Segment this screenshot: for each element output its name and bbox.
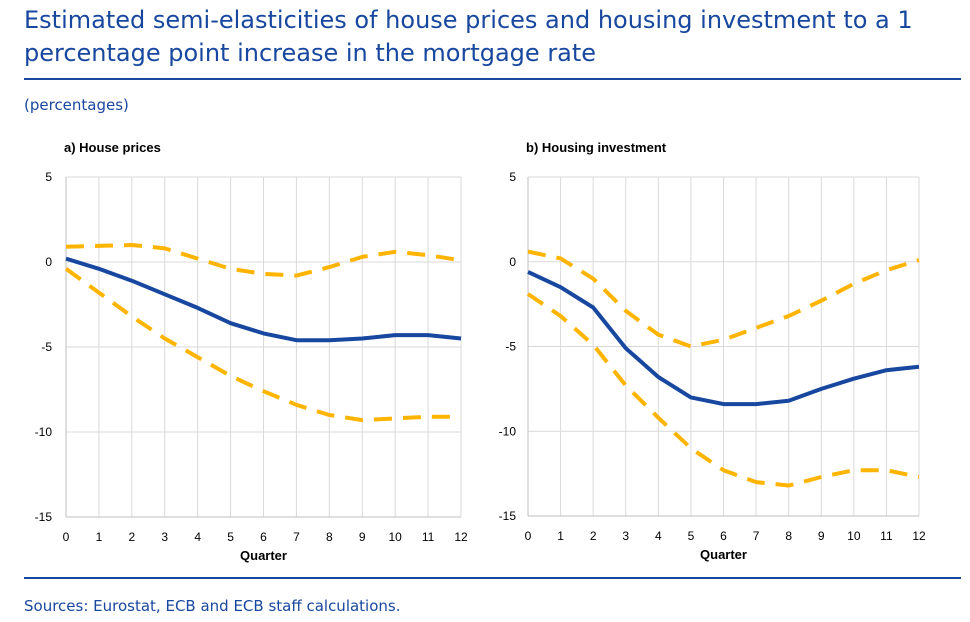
sources-note: Sources: Eurostat, ECB and ECB staff cal… bbox=[24, 597, 401, 615]
x-tick-label: 3 bbox=[622, 529, 629, 543]
top-divider bbox=[24, 78, 961, 80]
y-tick-label: -10 bbox=[35, 425, 53, 439]
chart-title: Estimated semi-elasticities of house pri… bbox=[24, 6, 913, 67]
x-tick-label: 8 bbox=[326, 530, 333, 544]
series-line-lower-bound bbox=[526, 292, 920, 488]
x-tick-label: 4 bbox=[194, 530, 201, 544]
x-tick-label: 10 bbox=[388, 530, 402, 544]
x-tick-label: 10 bbox=[847, 529, 861, 543]
x-tick-label: 0 bbox=[63, 530, 70, 544]
x-tick-label: 0 bbox=[525, 529, 532, 543]
x-axis-label: Quarter bbox=[240, 548, 287, 563]
x-tick-label: 9 bbox=[818, 529, 825, 543]
x-tick-label: 11 bbox=[422, 530, 435, 544]
panel-title: a) House prices bbox=[64, 140, 161, 155]
x-tick-label: 4 bbox=[655, 529, 662, 543]
x-tick-label: 8 bbox=[785, 529, 792, 543]
y-tick-label: -15 bbox=[35, 510, 53, 524]
x-tick-label: 6 bbox=[720, 529, 727, 543]
x-tick-label: 2 bbox=[128, 530, 135, 544]
y-tick-label: 5 bbox=[509, 170, 516, 184]
panel-title: b) Housing investment bbox=[526, 140, 667, 155]
x-tick-label: 12 bbox=[912, 529, 926, 543]
y-tick-label: 5 bbox=[45, 170, 52, 184]
x-axis-label: Quarter bbox=[700, 547, 747, 562]
x-tick-label: 1 bbox=[557, 529, 564, 543]
units-label: (percentages) bbox=[24, 96, 129, 114]
y-tick-label: -5 bbox=[41, 340, 52, 354]
x-tick-label: 2 bbox=[590, 529, 597, 543]
x-tick-label: 9 bbox=[359, 530, 366, 544]
y-tick-label: -5 bbox=[505, 340, 516, 354]
series-line-estimate bbox=[65, 256, 462, 343]
y-tick-label: 0 bbox=[509, 255, 516, 269]
x-tick-label: 5 bbox=[227, 530, 234, 544]
x-tick-label: 5 bbox=[688, 529, 695, 543]
series-line-upper-bound bbox=[527, 249, 920, 349]
x-tick-label: 7 bbox=[753, 529, 760, 543]
x-tick-label: 3 bbox=[161, 530, 168, 544]
y-tick-label: -15 bbox=[499, 509, 517, 523]
series-line-estimate bbox=[527, 270, 920, 407]
series-line-lower-bound bbox=[64, 267, 461, 423]
x-tick-label: 7 bbox=[293, 530, 300, 544]
y-tick-label: 0 bbox=[45, 255, 52, 269]
x-tick-label: 12 bbox=[454, 530, 468, 544]
y-tick-label: -10 bbox=[499, 424, 517, 438]
x-tick-label: 1 bbox=[96, 530, 103, 544]
x-tick-label: 11 bbox=[880, 529, 893, 543]
series-line-upper-bound bbox=[65, 243, 462, 278]
x-tick-label: 6 bbox=[260, 530, 267, 544]
bottom-divider bbox=[24, 577, 961, 579]
